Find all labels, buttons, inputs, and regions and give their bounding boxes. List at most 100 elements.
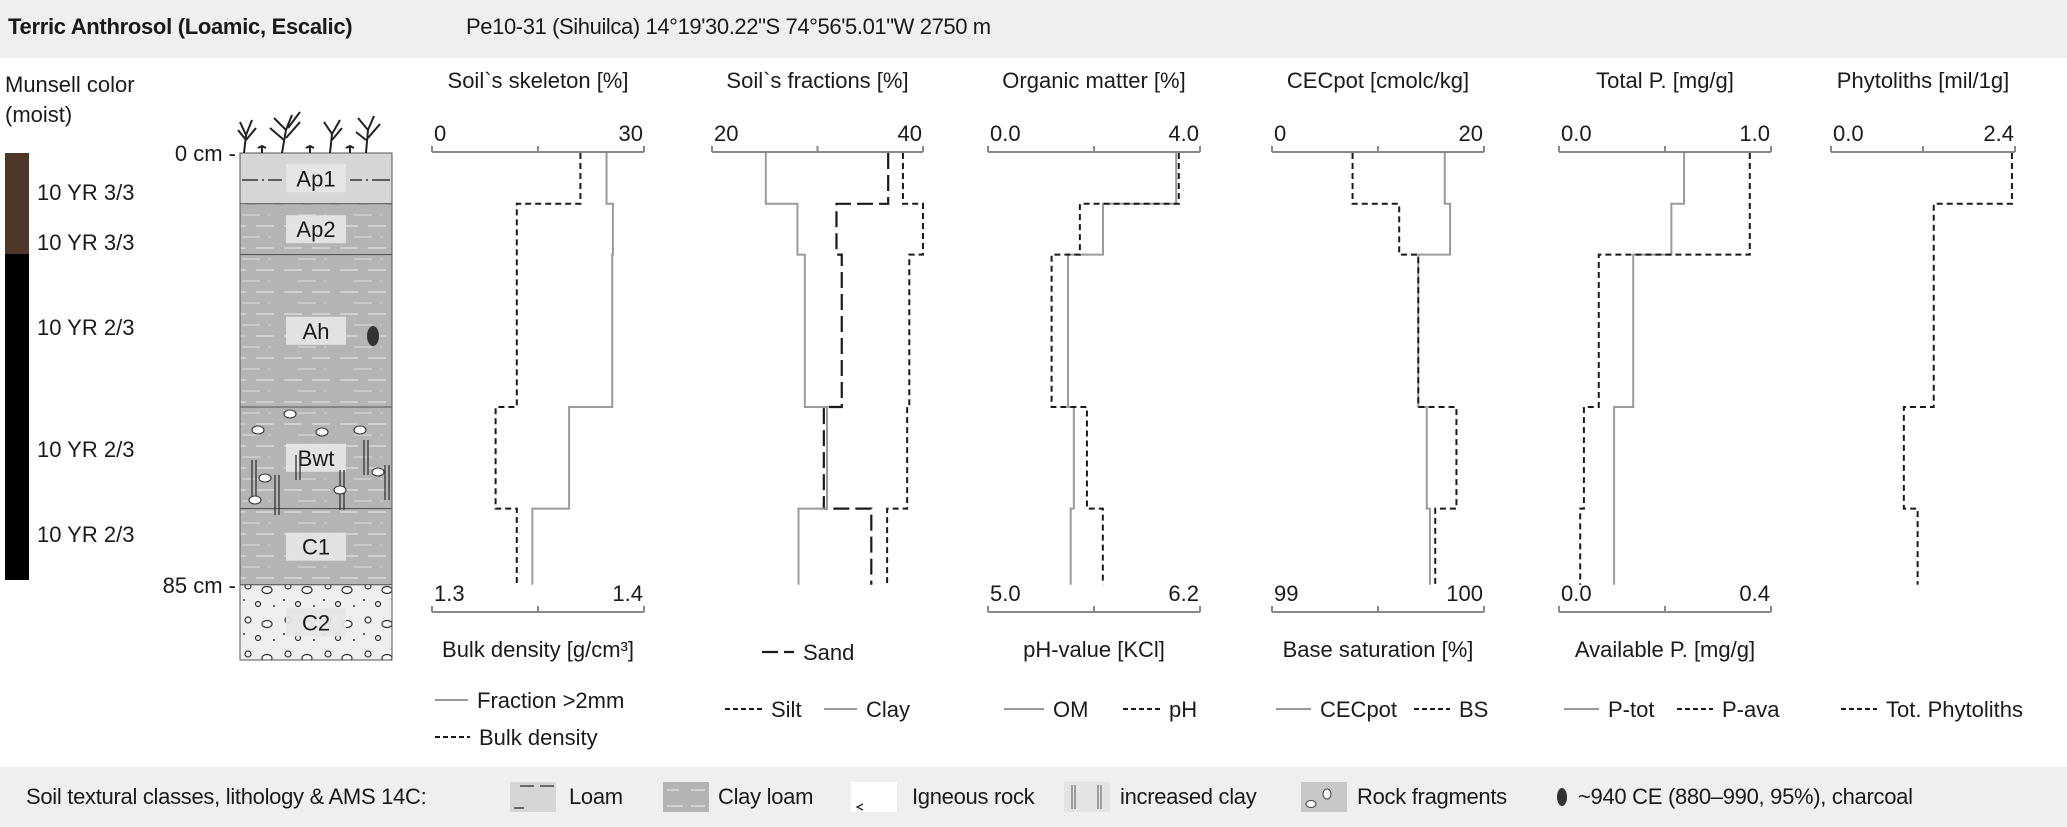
legend-footer: Soil textural classes, lithology & AMS 1… — [0, 767, 2067, 827]
header-bar: Terric Anthrosol (Loamic, Escalic) Pe10-… — [0, 0, 2067, 58]
munsell-title-line1: Munsell color — [5, 72, 135, 97]
chart-panel-3: Organic matter [%] 0.0 4.0 5.0 6.2 pH-value [… — [987, 68, 1201, 722]
igneous-rock-swatch-icon — [851, 782, 897, 812]
horizon-label: Bwt — [298, 446, 335, 471]
increased-clay-swatch-icon — [1064, 782, 1110, 812]
legend-label: P-ava — [1722, 697, 1780, 722]
bottom-tick-label: 6.2 — [1168, 581, 1199, 606]
legend-rock-fragments-label: Rock fragments — [1357, 784, 1507, 809]
rock-fragment-icon — [353, 425, 367, 435]
munsell-bar-black — [5, 254, 29, 580]
munsell-label: 10 YR 2/3 — [37, 315, 134, 340]
rock-fragment-icon — [251, 425, 265, 435]
legend-label: OM — [1053, 697, 1088, 722]
horizon-label: C2 — [302, 610, 330, 635]
series-line-tot-phytoliths — [1902, 153, 2013, 585]
top-tick-label: 20 — [714, 121, 738, 146]
bottom-tick-label: 5.0 — [990, 581, 1021, 606]
bottom-axis-title: Bulk density [g/cm³] — [442, 637, 634, 662]
chart-title: Soil`s fractions [%] — [726, 68, 908, 93]
legend-label: Clay — [866, 697, 910, 722]
series-line-silt — [886, 153, 924, 585]
chart-panel-6: Phytoliths [mil/1g] 0.0 2.4 Tot. Phytoliths — [1830, 68, 2023, 722]
horizon-label-box — [286, 164, 346, 193]
horizon-label: C1 — [302, 535, 330, 560]
legend-label: Sand — [803, 640, 854, 665]
legend-label: P-tot — [1608, 697, 1654, 722]
horizon-label: Ah — [303, 319, 330, 344]
bottom-axis-title: Base saturation [%] — [1283, 637, 1474, 662]
munsell-bar-brown — [5, 153, 29, 254]
horizon-ap1 — [239, 152, 393, 205]
series-line-cecpot — [1417, 153, 1452, 585]
horizon-label-box — [286, 215, 346, 244]
top-tick-label: 1.0 — [1739, 121, 1770, 146]
legend-label: pH — [1169, 697, 1197, 722]
top-tick-label: 0.0 — [990, 121, 1021, 146]
series-line-fraction-2mm — [531, 153, 614, 585]
soil-type-title: Terric Anthrosol (Loamic, Escalic) — [8, 14, 353, 39]
depth-top-label: 0 cm - — [175, 141, 236, 166]
chart-panel-1: Soil`s skeleton [%] 0 30 1.3 1.4 Bulk density… — [431, 68, 645, 750]
bottom-tick-label: 0.0 — [1561, 581, 1592, 606]
chart-title: CECpot [cmolc/kg] — [1287, 68, 1469, 93]
series-line-p-tot — [1613, 153, 1686, 585]
depth-charts: Soil`s skeleton [%] 0 30 1.3 1.4 Bulk density… — [431, 68, 2023, 750]
series-line-ph — [1050, 153, 1180, 585]
series-line-clay — [764, 153, 828, 585]
legend-charcoal-label: ~940 CE (880–990, 95%), charcoal — [1578, 784, 1913, 809]
munsell-label: 10 YR 3/3 — [37, 180, 134, 205]
top-tick-label: 2.4 — [1983, 121, 2014, 146]
legend-label: Tot. Phytoliths — [1886, 697, 2023, 722]
series-line-om — [1067, 153, 1178, 585]
munsell-label: 10 YR 2/3 — [37, 522, 134, 547]
chart-title: Phytoliths [mil/1g] — [1837, 68, 2009, 93]
top-tick-label: 0.0 — [1561, 121, 1592, 146]
legend-label: Bulk density — [479, 725, 598, 750]
top-tick-label: 0 — [434, 121, 446, 146]
top-tick-label: 0 — [1274, 121, 1286, 146]
chart-title: Total P. [mg/g] — [1596, 68, 1734, 93]
horizon-label-box — [286, 608, 346, 637]
rock-fragment-icon — [371, 467, 385, 477]
munsell-title-line2: (moist) — [5, 102, 72, 127]
rock-fragment-icon — [258, 473, 272, 483]
charcoal-icon — [367, 326, 379, 346]
bottom-tick-label: 1.4 — [612, 581, 643, 606]
soil-profile-column: Ap1 Ap2 Ah Bwt C1 C2 — [239, 152, 393, 661]
horizon-label-box — [286, 532, 346, 561]
legend-igneous-rock-label: Igneous rock — [912, 784, 1035, 809]
munsell-label: 10 YR 3/3 — [37, 230, 134, 255]
vegetation-icon — [237, 111, 381, 154]
rock-fragment-icon — [315, 427, 329, 437]
chart-panel-5: Total P. [mg/g] 0.0 1.0 0.0 0.4 Available P. … — [1558, 68, 1780, 722]
increased-clay-icon — [363, 440, 369, 475]
charcoal-icon — [1555, 782, 1569, 812]
increased-clay-icon — [251, 460, 257, 500]
increased-clay-icon — [384, 465, 390, 500]
legend-clay-loam-label: Clay loam — [718, 784, 814, 809]
horizon-label-box — [286, 316, 346, 345]
legend-increased-clay-label: increased clay — [1120, 784, 1257, 809]
increased-clay-icon — [295, 455, 301, 480]
rock-fragments-swatch-icon — [1301, 782, 1347, 812]
chart-panel-2: Soil`s fractions [%] 20 40 Sand Silt Clay — [711, 68, 924, 722]
site-location: Pe10-31 (Sihuilca) 14°19'30.22"S 74°56'5… — [466, 14, 991, 39]
horizon-label: Ap2 — [296, 217, 335, 242]
rock-fragment-icon — [248, 495, 262, 505]
legend-loam-label: Loam — [569, 784, 623, 809]
loam-swatch-icon — [510, 782, 556, 812]
rock-fragment-icon — [283, 409, 297, 419]
munsell-label: 10 YR 2/3 — [37, 437, 134, 462]
top-tick-label: 30 — [619, 121, 643, 146]
clay-loam-swatch-icon — [663, 782, 709, 812]
bottom-axis-title: Available P. [mg/g] — [1575, 637, 1755, 662]
rock-fragment-icon — [333, 485, 347, 495]
horizon-label: Ap1 — [296, 166, 335, 191]
series-line-sand — [822, 153, 890, 585]
top-tick-label: 4.0 — [1168, 121, 1199, 146]
legend-title: Soil textural classes, lithology & AMS 1… — [26, 784, 427, 809]
series-line-p-ava — [1579, 153, 1751, 585]
bottom-tick-label: 0.4 — [1739, 581, 1770, 606]
